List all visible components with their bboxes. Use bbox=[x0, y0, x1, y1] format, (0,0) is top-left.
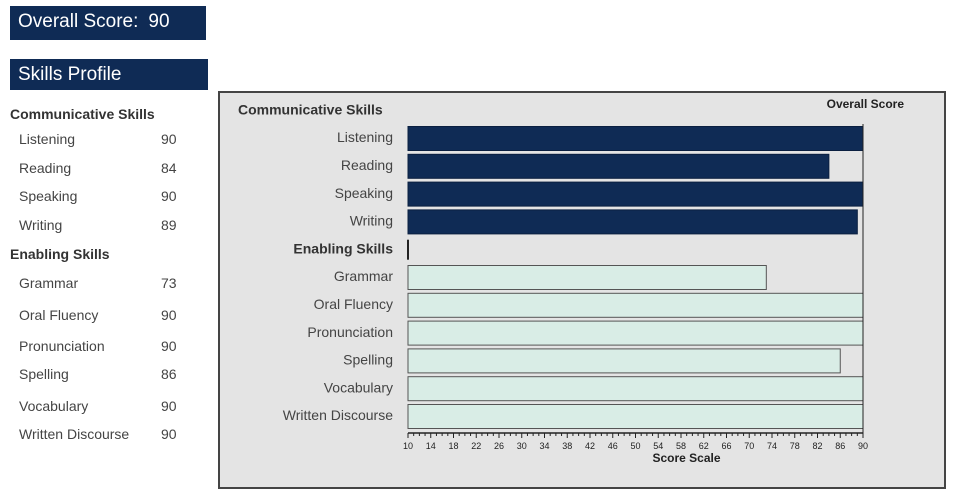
chart-canvas: Communicative Skills Listening Reading Spea… bbox=[238, 97, 905, 465]
x-tick-label: 18 bbox=[448, 441, 458, 451]
x-tick-label: 34 bbox=[539, 441, 549, 451]
bar-label: Spelling bbox=[343, 352, 393, 368]
skills-bar-chart: Communicative Skills Listening Reading Spea… bbox=[218, 91, 946, 489]
bar bbox=[407, 320, 864, 346]
x-tick-label: 78 bbox=[790, 441, 800, 451]
skill-score: 90 bbox=[161, 307, 177, 323]
skill-score: 90 bbox=[161, 398, 177, 414]
skills-profile-banner: Skills Profile bbox=[10, 59, 208, 90]
bar bbox=[407, 181, 864, 207]
x-tick-label: 42 bbox=[585, 441, 595, 451]
skill-label: Writing bbox=[19, 217, 63, 233]
bar-label: Oral Fluency bbox=[314, 296, 393, 312]
skill-score: 84 bbox=[161, 160, 177, 176]
x-tick-label: 82 bbox=[812, 441, 822, 451]
x-tick-label: 46 bbox=[608, 441, 618, 451]
x-tick-label: 74 bbox=[767, 441, 777, 451]
x-tick-label: 38 bbox=[562, 441, 572, 451]
bar-label: Speaking bbox=[335, 185, 393, 201]
bar bbox=[407, 126, 864, 151]
skill-label: Spelling bbox=[19, 366, 69, 382]
x-tick-label: 22 bbox=[471, 441, 481, 451]
bar-label: Reading bbox=[341, 157, 393, 173]
overall-score-label: Overall Score: bbox=[18, 11, 139, 32]
skill-score: 90 bbox=[161, 426, 177, 442]
chart-group-heading: Enabling Skills bbox=[293, 240, 393, 256]
skill-label: Pronunciation bbox=[19, 338, 105, 354]
bar bbox=[407, 376, 864, 402]
bar bbox=[407, 348, 841, 374]
skill-score: 89 bbox=[161, 217, 177, 233]
x-tick-label: 90 bbox=[858, 441, 868, 451]
x-axis-title: Score Scale bbox=[652, 451, 720, 465]
skill-score: 86 bbox=[161, 366, 177, 382]
skill-score: 73 bbox=[161, 275, 177, 291]
x-tick-label: 26 bbox=[494, 441, 504, 451]
skill-label: Grammar bbox=[19, 275, 79, 291]
bar bbox=[407, 209, 858, 235]
skill-label: Written Discourse bbox=[19, 426, 130, 442]
bar-label: Writing bbox=[350, 213, 393, 229]
x-tick-label: 54 bbox=[653, 441, 663, 451]
x-tick-label: 58 bbox=[676, 441, 686, 451]
x-tick-label: 30 bbox=[517, 441, 527, 451]
bar-label: Pronunciation bbox=[307, 324, 393, 340]
section-heading-enabling: Enabling Skills bbox=[10, 246, 110, 262]
skill-label: Listening bbox=[19, 131, 76, 147]
x-tick-label: 50 bbox=[630, 441, 640, 451]
bar-label: Vocabulary bbox=[324, 379, 393, 395]
bar bbox=[407, 265, 767, 290]
section-heading-communicative: Communicative Skills bbox=[10, 106, 155, 122]
overall-score-banner: Overall Score: 90 bbox=[10, 6, 206, 40]
skill-label: Reading bbox=[19, 160, 72, 176]
skill-label: Oral Fluency bbox=[19, 307, 99, 323]
bar bbox=[407, 153, 830, 179]
x-tick-label: 86 bbox=[835, 441, 845, 451]
overall-score-marker-label: Overall Score bbox=[827, 97, 905, 111]
skill-label: Vocabulary bbox=[19, 398, 89, 414]
bar-label: Written Discourse bbox=[283, 407, 393, 423]
skill-score: 90 bbox=[161, 188, 177, 204]
bar-label: Grammar bbox=[334, 268, 393, 284]
overall-score-value: 90 bbox=[148, 11, 170, 32]
skill-score: 90 bbox=[161, 131, 177, 147]
skill-score: 90 bbox=[161, 338, 177, 354]
bar-label: Listening bbox=[337, 129, 393, 145]
x-tick-label: 10 bbox=[403, 441, 413, 451]
chart-group-heading: Communicative Skills bbox=[238, 102, 383, 118]
x-tick-label: 14 bbox=[426, 441, 436, 451]
skill-label: Speaking bbox=[19, 188, 78, 204]
bar bbox=[407, 292, 864, 318]
x-tick-label: 70 bbox=[744, 441, 754, 451]
bar bbox=[407, 404, 864, 429]
x-tick-label: 62 bbox=[699, 441, 709, 451]
skills-profile-title: Skills Profile bbox=[18, 64, 122, 85]
x-tick-label: 66 bbox=[721, 441, 731, 451]
